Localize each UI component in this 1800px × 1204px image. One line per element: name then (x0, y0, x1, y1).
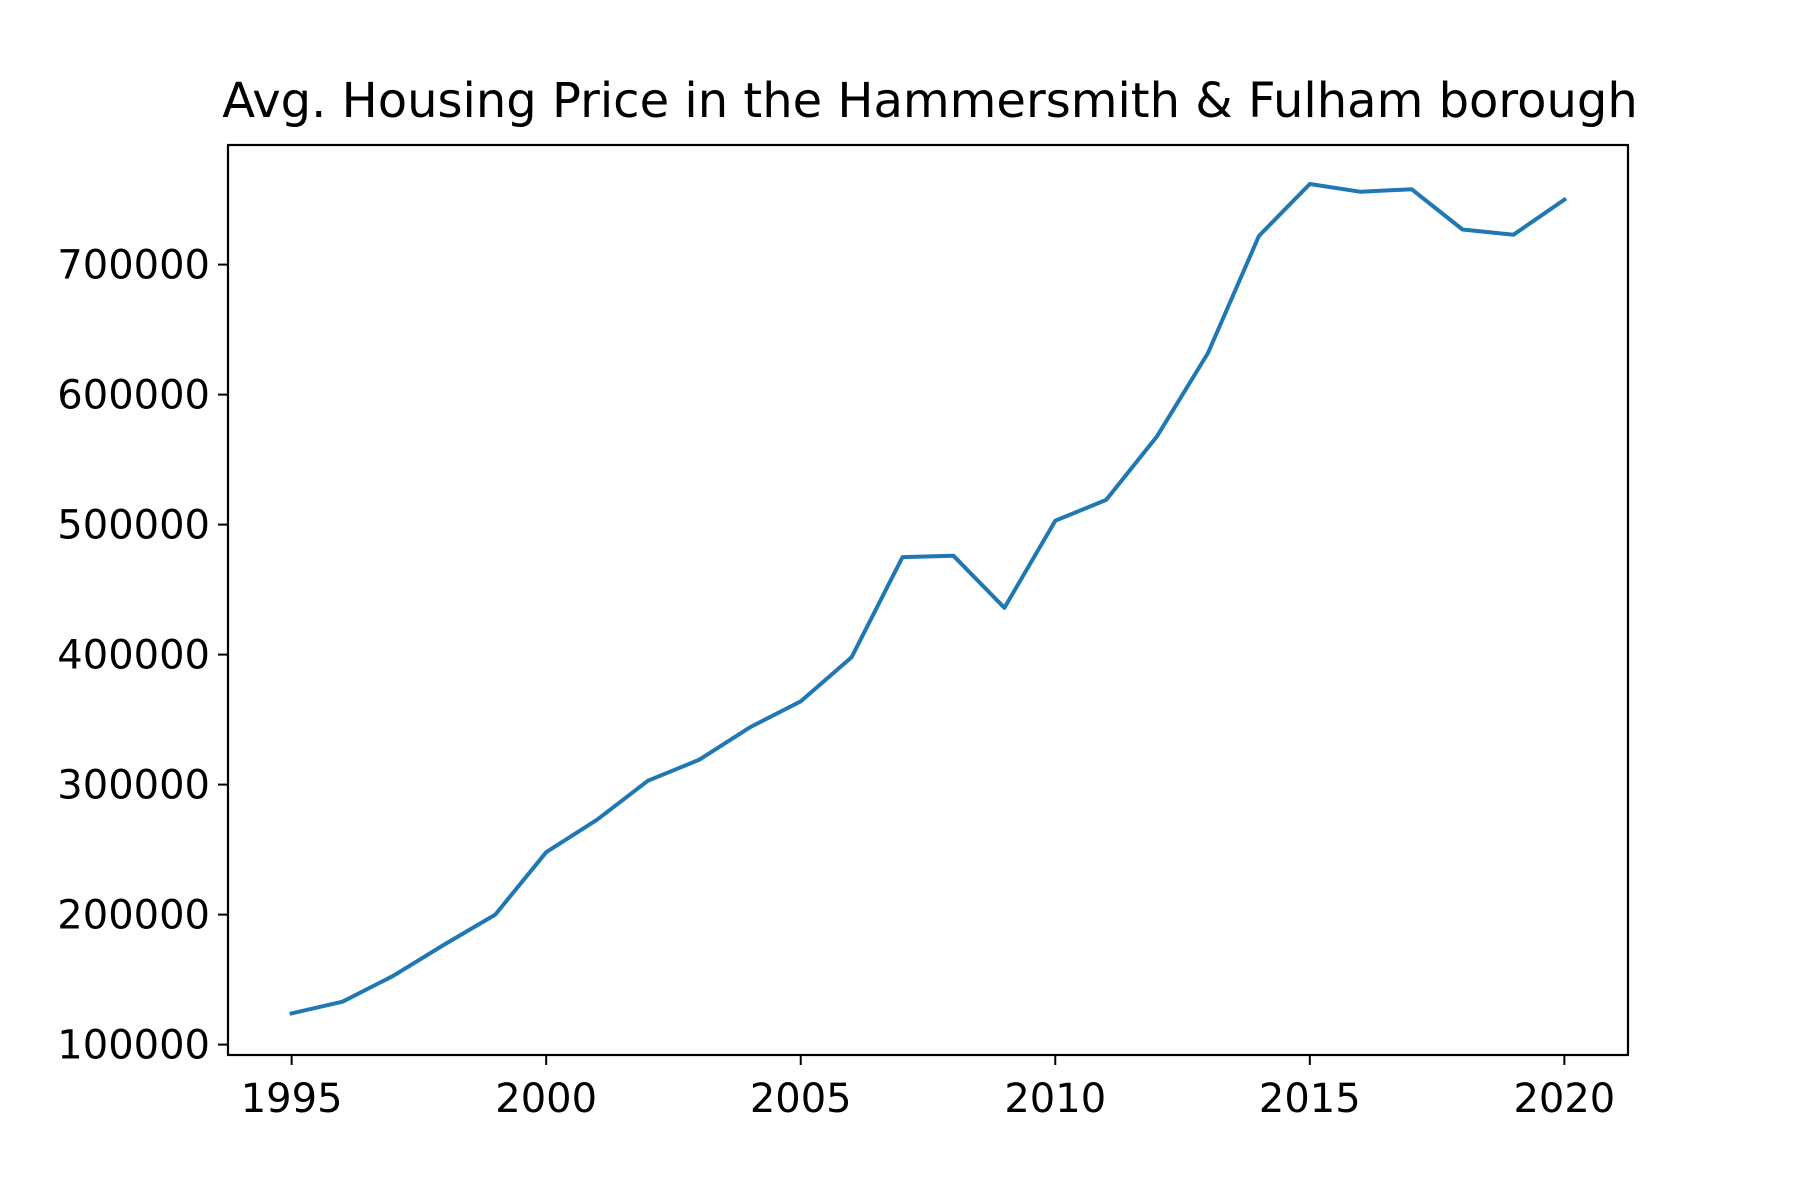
x-tick-label: 2005 (750, 1076, 852, 1122)
chart-title: Avg. Housing Price in the Hammersmith & … (222, 73, 1638, 129)
x-tick-label: 2000 (495, 1076, 597, 1122)
x-tick-label: 1995 (241, 1076, 343, 1122)
plot-frame (228, 145, 1628, 1055)
y-axis: 100000 200000 300000 400000 500000 600000 7000… (57, 243, 228, 1069)
y-tick-label: 600000 (57, 373, 210, 419)
y-tick-label: 300000 (57, 763, 210, 809)
x-tick-label: 2015 (1259, 1076, 1361, 1122)
x-tick-label: 2010 (1004, 1076, 1106, 1122)
x-axis: 1995 2000 2005 2010 2015 2020 (241, 1055, 1616, 1122)
y-tick-label: 700000 (57, 243, 210, 289)
y-tick-label: 100000 (57, 1023, 210, 1069)
y-tick-label: 400000 (57, 633, 210, 679)
y-tick-label: 500000 (57, 503, 210, 549)
x-tick-label: 2020 (1513, 1076, 1615, 1122)
plot-series (292, 184, 1565, 1013)
y-tick-label: 200000 (57, 893, 210, 939)
series-line (292, 184, 1565, 1013)
